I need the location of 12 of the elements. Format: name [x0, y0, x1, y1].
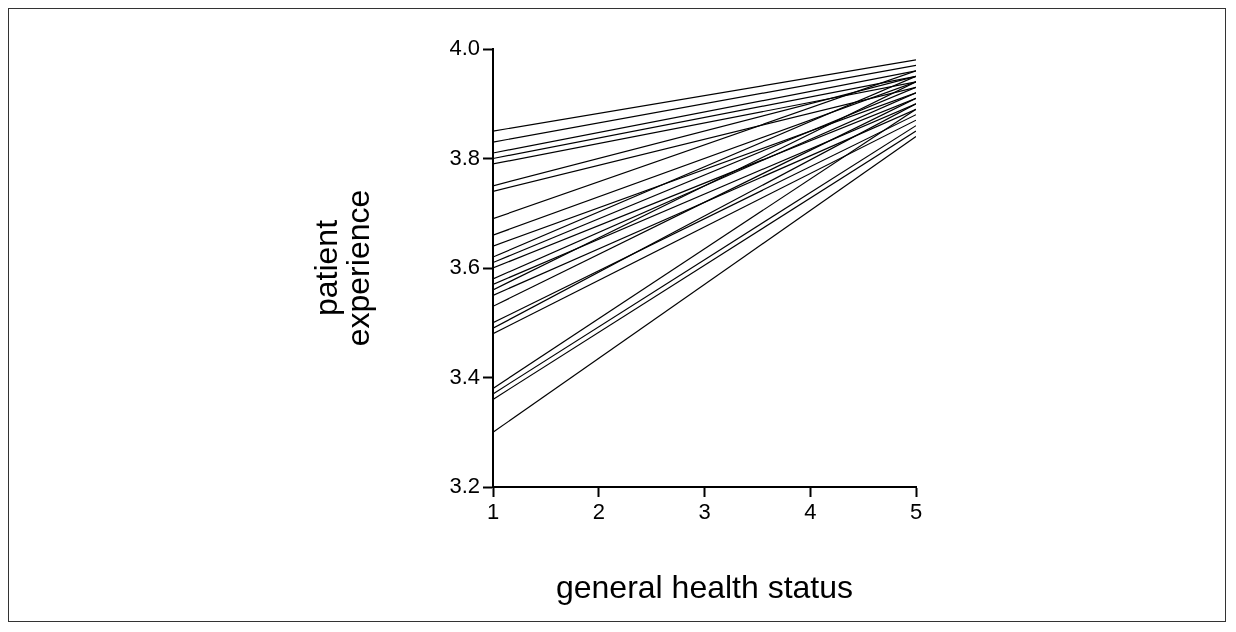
y-tick-label: 3.8	[449, 144, 480, 170]
y-axis-title: patient experience	[307, 189, 376, 347]
y-tick-label: 3.4	[449, 363, 480, 389]
x-axis-title: general health status	[555, 568, 854, 605]
x-tick-label: 3	[698, 499, 711, 525]
x-tick-label: 4	[804, 499, 817, 525]
y-tick-label: 3.2	[449, 473, 480, 499]
y-tick-label: 4.0	[449, 35, 480, 61]
x-tick-label: 2	[592, 499, 605, 525]
x-tick-label: 1	[486, 499, 500, 525]
y-tick-label: 3.6	[449, 254, 480, 280]
x-tick-label: 5	[909, 499, 923, 525]
